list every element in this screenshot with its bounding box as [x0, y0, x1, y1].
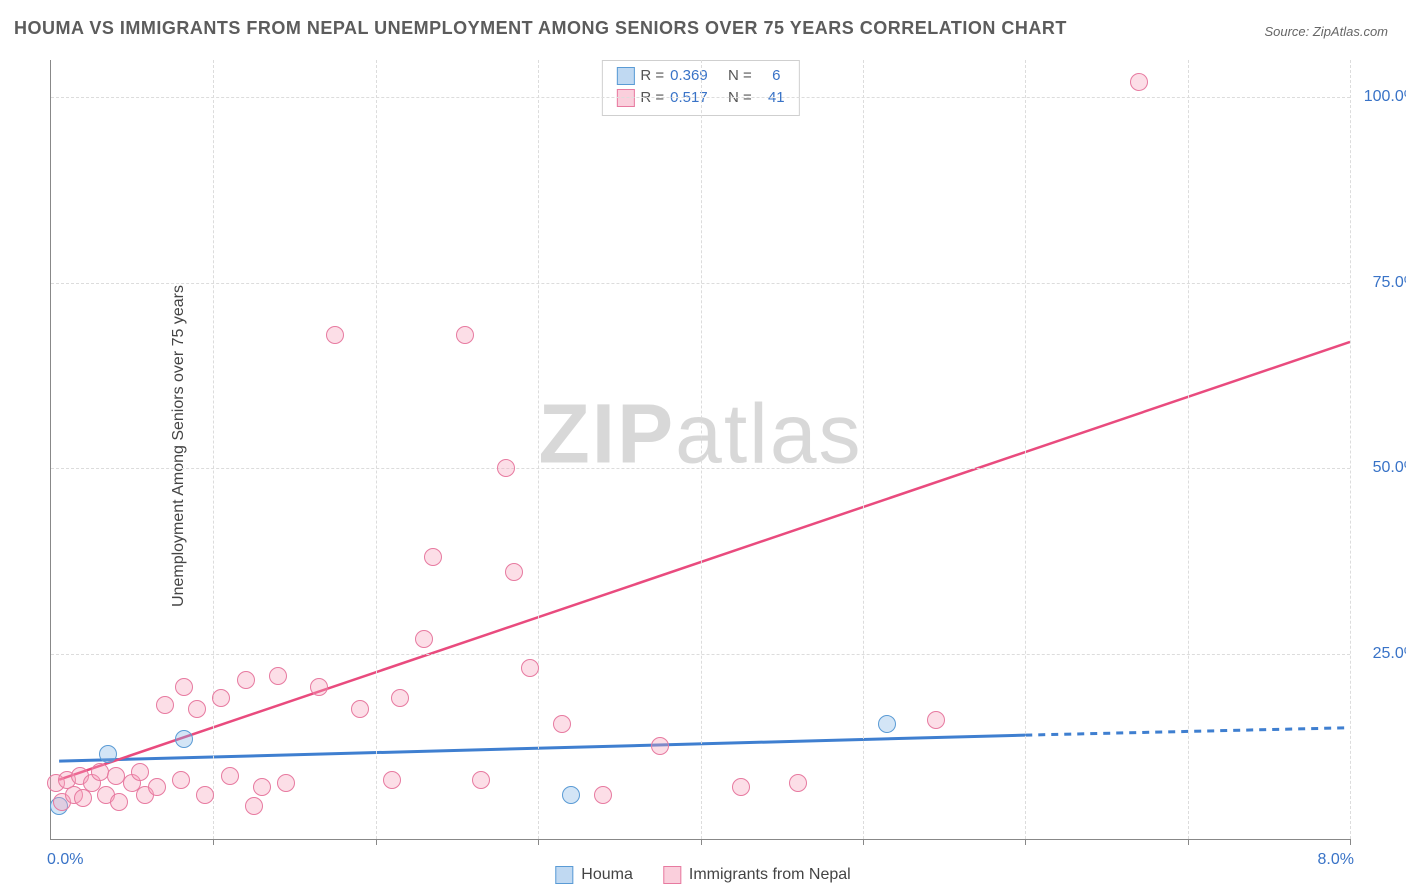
x-tick-mark	[538, 839, 539, 845]
data-point	[148, 778, 166, 796]
watermark-bold: ZIP	[538, 386, 675, 480]
data-point	[245, 797, 263, 815]
series-legend: Houma Immigrants from Nepal	[555, 866, 850, 884]
data-point	[269, 667, 287, 685]
y-tick-label: 75.0%	[1373, 274, 1406, 292]
data-point	[156, 696, 174, 714]
data-point	[253, 778, 271, 796]
x-min-label: 0.0%	[47, 851, 83, 869]
data-point	[110, 793, 128, 811]
data-point	[391, 689, 409, 707]
x-tick-mark	[213, 839, 214, 845]
data-point	[175, 730, 193, 748]
data-point	[415, 630, 433, 648]
x-tick-mark	[1188, 839, 1189, 845]
data-point	[553, 715, 571, 733]
swatch-pink	[663, 866, 681, 884]
data-point	[175, 678, 193, 696]
data-point	[497, 459, 515, 477]
y-tick-label: 25.0%	[1373, 645, 1406, 663]
legend-item: Houma	[555, 866, 633, 884]
gridline-v	[1025, 60, 1026, 839]
trend-line	[59, 735, 1025, 761]
legend-label: Immigrants from Nepal	[689, 866, 851, 884]
data-point	[172, 771, 190, 789]
n-value: 6	[772, 65, 780, 87]
data-point	[221, 767, 239, 785]
gridline-v	[213, 60, 214, 839]
data-point	[505, 563, 523, 581]
source-credit: Source: ZipAtlas.com	[1264, 24, 1388, 39]
data-point	[277, 774, 295, 792]
data-point	[594, 786, 612, 804]
r-label: R =	[640, 65, 664, 87]
x-max-label: 8.0%	[1318, 851, 1354, 869]
data-point	[562, 786, 580, 804]
y-tick-label: 100.0%	[1364, 88, 1406, 106]
legend-label: Houma	[581, 866, 633, 884]
data-point	[310, 678, 328, 696]
data-point	[99, 745, 117, 763]
gridline-v	[1188, 60, 1189, 839]
swatch-blue	[555, 866, 573, 884]
chart-title: HOUMA VS IMMIGRANTS FROM NEPAL UNEMPLOYM…	[14, 18, 1067, 39]
data-point	[351, 700, 369, 718]
x-tick-mark	[1025, 839, 1026, 845]
data-point	[196, 786, 214, 804]
data-point	[732, 778, 750, 796]
data-point	[789, 774, 807, 792]
y-tick-label: 50.0%	[1373, 459, 1406, 477]
data-point	[131, 763, 149, 781]
data-point	[456, 326, 474, 344]
x-tick-mark	[863, 839, 864, 845]
data-point	[878, 715, 896, 733]
gridline-v	[538, 60, 539, 839]
data-point	[326, 326, 344, 344]
watermark-light: atlas	[675, 386, 862, 480]
gridline-v	[863, 60, 864, 839]
data-point	[212, 689, 230, 707]
trend-line	[59, 342, 1350, 780]
x-tick-mark	[701, 839, 702, 845]
legend-item: Immigrants from Nepal	[663, 866, 851, 884]
data-point	[472, 771, 490, 789]
data-point	[237, 671, 255, 689]
x-tick-mark	[376, 839, 377, 845]
data-point	[424, 548, 442, 566]
data-point	[651, 737, 669, 755]
n-label: N =	[728, 65, 752, 87]
swatch-blue	[616, 67, 634, 85]
data-point	[383, 771, 401, 789]
data-point	[927, 711, 945, 729]
gridline-v	[701, 60, 702, 839]
data-point	[188, 700, 206, 718]
x-tick-mark	[1350, 839, 1351, 845]
gridline-v	[1350, 60, 1351, 839]
data-point	[91, 763, 109, 781]
data-point	[1130, 73, 1148, 91]
r-value: 0.369	[670, 65, 708, 87]
data-point	[521, 659, 539, 677]
gridline-v	[376, 60, 377, 839]
scatter-plot-area: ZIPatlas R = 0.369 N = 6 R = 0.517 N = 4…	[50, 60, 1350, 840]
